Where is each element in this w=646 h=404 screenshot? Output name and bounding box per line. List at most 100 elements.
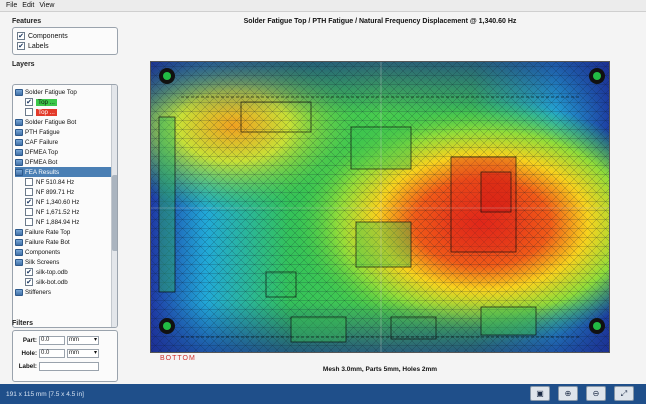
- menubar: File Edit View: [0, 0, 646, 12]
- features-title: Features: [12, 18, 42, 25]
- layer-label: Top ...: [36, 108, 57, 116]
- layer-item[interactable]: Failure Rate Top: [15, 227, 117, 237]
- layer-checkbox[interactable]: [25, 178, 33, 186]
- layer-item[interactable]: ✔ NF 1,340.60 Hz: [15, 197, 117, 207]
- fea-heatmap: [151, 62, 609, 352]
- menu-view[interactable]: View: [39, 2, 55, 9]
- statusbar: 191 x 115 mm [7.5 x 4.5 in]: [0, 384, 646, 404]
- mesh-caption: Mesh 3.0mm, Parts 5mm, Holes 2mm: [322, 366, 438, 373]
- layer-label: NF 1,340.60 Hz: [36, 198, 80, 206]
- part-input[interactable]: 0.0: [39, 336, 65, 345]
- feature-label: Labels: [28, 42, 49, 50]
- layer-item[interactable]: DFMEA Bot: [15, 157, 117, 167]
- folder-icon: [15, 128, 23, 136]
- layer-checkbox[interactable]: ✔: [25, 198, 33, 206]
- features-box: ✔ Components ✔ Labels: [12, 27, 118, 55]
- layer-label: Stiffeners: [25, 288, 52, 296]
- layer-item[interactable]: NF 899.71 Hz: [15, 187, 117, 197]
- layer-item[interactable]: CAF Failure: [15, 137, 117, 147]
- layer-checkbox[interactable]: [25, 108, 33, 116]
- folder-icon: [15, 158, 23, 166]
- label-filter: Label:: [17, 361, 113, 372]
- scroll-thumb[interactable]: [112, 175, 117, 251]
- layer-label: Components: [25, 248, 61, 256]
- label-label: Label:: [18, 363, 37, 370]
- hole-unit-select[interactable]: mm ▾: [67, 349, 99, 358]
- layer-label: NF 1,884.94 Hz: [36, 218, 80, 226]
- folder-icon: [15, 248, 23, 256]
- zoom-in-button[interactable]: ⊕: [558, 386, 578, 401]
- feature-labels[interactable]: ✔ Labels: [17, 41, 113, 51]
- hole-input[interactable]: 0.0: [39, 349, 65, 358]
- part-label: Part:: [22, 337, 37, 344]
- feature-components[interactable]: ✔ Components: [17, 31, 113, 41]
- layer-item[interactable]: NF 510.84 Hz: [15, 177, 117, 187]
- layer-item[interactable]: Top ...: [15, 107, 117, 117]
- fit-icon: ⤢: [620, 388, 628, 398]
- layer-label: NF 1,671.52 Hz: [36, 208, 80, 216]
- layer-item[interactable]: Components: [15, 247, 117, 257]
- layer-label: FEA Results: [25, 168, 60, 176]
- menu-file[interactable]: File: [6, 2, 18, 9]
- layer-checkbox[interactable]: ✔: [25, 98, 33, 106]
- hole-label: Hole:: [21, 350, 37, 357]
- layer-item[interactable]: Solder Fatigue Top: [15, 87, 117, 97]
- main-view: Solder Fatigue Top / PTH Fatigue / Natur…: [120, 18, 640, 378]
- dimension-status: 191 x 115 mm [7.5 x 4.5 in]: [6, 390, 84, 398]
- layer-checkbox[interactable]: [25, 208, 33, 216]
- layers-tree[interactable]: Solder Fatigue Top ✔ Top ... Top ... Solder …: [12, 84, 118, 328]
- label-input[interactable]: [39, 362, 99, 371]
- layer-item[interactable]: NF 1,671.52 Hz: [15, 207, 117, 217]
- layers-scrollbar[interactable]: [111, 85, 117, 327]
- components-checkbox[interactable]: ✔: [17, 32, 25, 40]
- folder-icon: [15, 148, 23, 156]
- camera-button[interactable]: ▣: [530, 386, 550, 401]
- folder-icon: [15, 88, 23, 96]
- zoom-in-icon: ⊕: [564, 389, 572, 398]
- layer-checkbox[interactable]: [25, 188, 33, 196]
- layer-item[interactable]: ✔ silk-bot.odb: [15, 277, 117, 287]
- chevron-down-icon: ▾: [93, 337, 97, 343]
- layer-item[interactable]: NF 1,884.94 Hz: [15, 217, 117, 227]
- part-filter: Part: 0.0 mm ▾: [17, 335, 113, 346]
- layer-item[interactable]: PTH Fatigue: [15, 127, 117, 137]
- fea-plot[interactable]: [150, 61, 610, 353]
- layer-item[interactable]: Silk Screens: [15, 257, 117, 267]
- layer-label: NF 899.71 Hz: [36, 188, 75, 196]
- layer-checkbox[interactable]: ✔: [25, 278, 33, 286]
- folder-icon: [15, 228, 23, 236]
- plot-title: Solder Fatigue Top / PTH Fatigue / Natur…: [243, 18, 517, 25]
- zoom-out-button[interactable]: ⊖: [586, 386, 606, 401]
- layer-label: DFMEA Bot: [25, 158, 58, 166]
- fit-button[interactable]: ⤢: [614, 386, 634, 401]
- layer-item[interactable]: FEA Results: [15, 167, 117, 177]
- layer-label: Failure Rate Bot: [25, 238, 70, 246]
- hole-unit: mm: [69, 350, 79, 356]
- left-panel: Features ✔ Components ✔ Labels Layers Sold…: [12, 18, 118, 382]
- filters-title: Filters: [12, 320, 34, 327]
- mounting-holes: [159, 68, 605, 334]
- folder-icon: [15, 168, 23, 176]
- layer-label: CAF Failure: [25, 138, 59, 146]
- layer-label: DFMEA Top: [25, 148, 58, 156]
- layer-item[interactable]: Solder Fatigue Bot: [15, 117, 117, 127]
- layers-title: Layers: [12, 61, 35, 68]
- layer-item[interactable]: ✔ Top ...: [15, 97, 117, 107]
- folder-icon: [15, 118, 23, 126]
- layer-item[interactable]: DFMEA Top: [15, 147, 117, 157]
- labels-checkbox[interactable]: ✔: [17, 42, 25, 50]
- filters-box: Part: 0.0 mm ▾ Hole: 0.0 mm ▾ Label:: [12, 330, 118, 382]
- side-label: BOTTOM: [160, 355, 196, 362]
- layer-item[interactable]: ✔ silk-top.odb: [15, 267, 117, 277]
- menu-edit[interactable]: Edit: [22, 2, 35, 9]
- folder-icon: [15, 288, 23, 296]
- folder-icon: [15, 238, 23, 246]
- layer-checkbox[interactable]: ✔: [25, 268, 33, 276]
- layer-label: silk-top.odb: [36, 268, 68, 276]
- layer-item[interactable]: Stiffeners: [15, 287, 117, 297]
- layer-label: Failure Rate Top: [25, 228, 71, 236]
- layer-checkbox[interactable]: [25, 218, 33, 226]
- layer-item[interactable]: Failure Rate Bot: [15, 237, 117, 247]
- layer-label: Solder Fatigue Top: [25, 88, 77, 96]
- part-unit-select[interactable]: mm ▾: [67, 336, 99, 345]
